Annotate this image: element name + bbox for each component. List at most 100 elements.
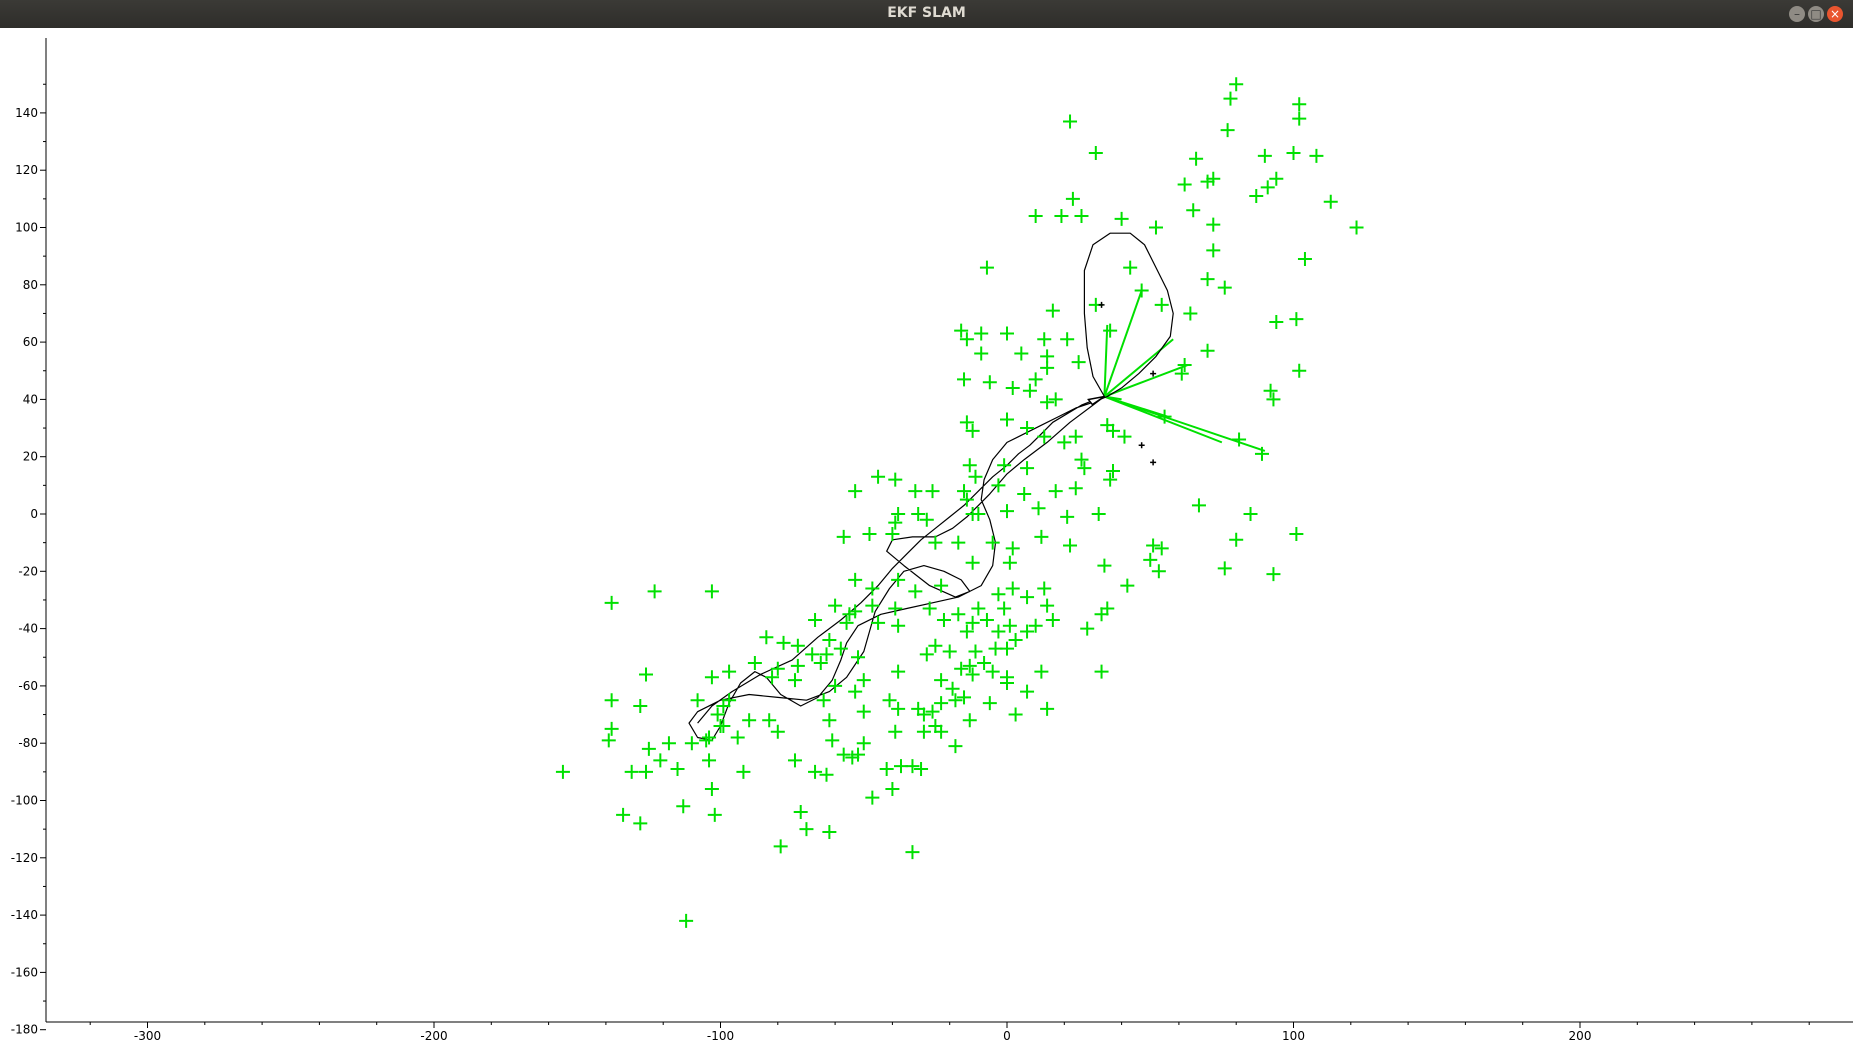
- landmark-marker: [1008, 707, 1023, 722]
- landmark-marker: [991, 587, 1006, 602]
- landmark-marker: [1020, 461, 1035, 476]
- landmark-marker: [1200, 272, 1215, 287]
- estimate-marker: [1150, 459, 1157, 466]
- landmark-marker: [928, 719, 943, 734]
- landmark-marker: [813, 655, 828, 670]
- landmark-marker: [828, 678, 843, 693]
- landmark-marker: [979, 613, 994, 628]
- landmark-marker: [1017, 486, 1032, 501]
- landmark-marker: [1074, 209, 1089, 224]
- landmark-marker: [1229, 532, 1244, 547]
- observation-line: [1103, 290, 1143, 397]
- landmark-marker: [1177, 358, 1192, 373]
- landmark-marker: [1057, 435, 1072, 450]
- landmark-marker: [959, 492, 974, 507]
- slam-plot-canvas[interactable]: -300 -200 -100 0 100 200140120100806040200-20…: [0, 28, 1853, 1053]
- landmark-marker: [833, 641, 848, 656]
- y-tick-label: -100: [11, 794, 38, 808]
- landmark-marker: [891, 701, 906, 716]
- landmark-marker: [1028, 209, 1043, 224]
- robot-pose-arrow: [1087, 395, 1105, 406]
- landmark-marker: [1037, 581, 1052, 596]
- landmark-marker: [934, 673, 949, 688]
- landmark-marker: [808, 613, 823, 628]
- landmark-marker: [891, 507, 906, 521]
- landmark-marker: [1094, 607, 1109, 622]
- landmark-marker: [888, 601, 903, 616]
- landmark-marker: [991, 478, 1006, 493]
- landmark-marker: [919, 647, 934, 662]
- landmark-marker: [704, 670, 719, 685]
- landmark-marker: [905, 845, 920, 860]
- landmark-marker: [942, 644, 957, 659]
- y-tick-label: 140: [15, 106, 38, 120]
- landmark-marker: [624, 764, 639, 779]
- x-tick-label: -300: [134, 1029, 161, 1043]
- landmark-marker: [1297, 252, 1312, 267]
- landmark-marker: [851, 650, 866, 665]
- landmark-marker: [762, 713, 777, 728]
- landmark-marker: [1037, 429, 1052, 444]
- landmark-marker: [1100, 418, 1115, 433]
- landmark-marker: [1266, 567, 1281, 582]
- landmark-marker: [1229, 77, 1244, 92]
- landmark-marker: [928, 535, 943, 550]
- landmark-marker: [1349, 220, 1364, 235]
- landmark-marker: [882, 693, 897, 708]
- minimize-icon[interactable]: –: [1789, 6, 1805, 22]
- landmark-marker: [888, 515, 903, 530]
- landmark-marker: [891, 664, 906, 679]
- maximize-icon[interactable]: □: [1808, 6, 1824, 22]
- landmark-marker: [871, 615, 886, 630]
- landmark-marker: [951, 607, 966, 622]
- landmark-marker: [954, 661, 969, 676]
- y-tick-label: -40: [18, 622, 38, 636]
- landmark-marker: [916, 707, 931, 722]
- landmark-marker: [647, 584, 662, 599]
- landmark-marker: [1040, 395, 1055, 410]
- landmark-marker: [742, 713, 757, 728]
- landmark-marker: [965, 555, 980, 570]
- landmark-marker: [1146, 538, 1161, 553]
- landmark-marker: [808, 764, 823, 779]
- landmark-marker: [1014, 346, 1029, 361]
- y-tick-label: 100: [15, 221, 38, 235]
- landmark-marker: [848, 572, 863, 587]
- landmark-marker: [1289, 527, 1304, 542]
- landmark-marker: [765, 670, 780, 685]
- landmark-marker: [1031, 501, 1046, 516]
- landmark-marker: [1269, 171, 1284, 186]
- landmark-marker: [639, 667, 654, 682]
- landmark-marker: [1020, 624, 1035, 639]
- landmark-marker: [653, 753, 668, 768]
- landmark-marker: [825, 733, 840, 748]
- landmark-marker: [736, 764, 751, 779]
- landmark-marker: [885, 527, 900, 542]
- landmark-marker: [1100, 601, 1115, 616]
- landmark-marker: [805, 647, 820, 662]
- landmark-marker: [962, 658, 977, 673]
- landmark-marker: [911, 701, 926, 716]
- landmark-marker: [934, 724, 949, 739]
- landmark-marker: [1292, 363, 1307, 378]
- landmark-marker: [1008, 633, 1023, 648]
- landmark-marker: [1309, 148, 1324, 163]
- window-titlebar[interactable]: EKF SLAM – □ ×: [0, 0, 1853, 28]
- landmark-marker: [1065, 191, 1080, 206]
- close-icon[interactable]: ×: [1827, 6, 1843, 22]
- landmark-marker: [905, 759, 920, 774]
- landmark-marker: [865, 790, 880, 805]
- landmark-marker: [1243, 507, 1258, 521]
- landmark-marker: [1002, 555, 1017, 570]
- landmark-marker: [871, 469, 886, 484]
- landmark-marker: [828, 598, 843, 613]
- landmark-marker: [601, 733, 616, 748]
- landmark-marker: [965, 615, 980, 630]
- landmark-marker: [1034, 529, 1049, 544]
- landmark-marker: [702, 753, 717, 768]
- landmark-marker: [1060, 509, 1075, 524]
- landmark-marker: [962, 458, 977, 473]
- landmark-marker: [730, 730, 745, 745]
- landmark-marker: [839, 615, 854, 630]
- landmark-marker: [1000, 326, 1014, 341]
